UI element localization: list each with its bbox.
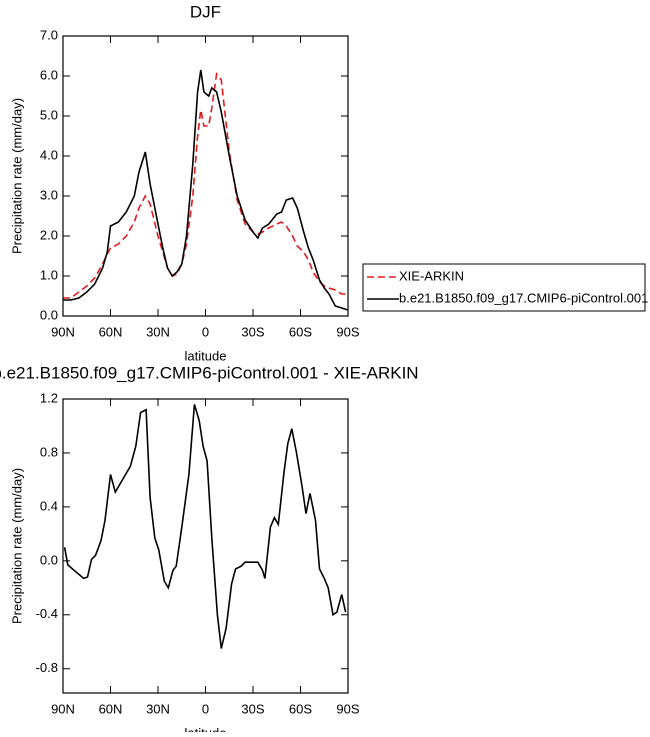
y-tick-label: 7.0 (40, 27, 58, 42)
x-axis-label: latitude (185, 725, 227, 732)
x-tick-label: 90S (336, 701, 359, 716)
y-tick-label: 4.0 (40, 147, 58, 162)
legend-box (362, 263, 646, 312)
legend-label: b.e21.B1850.f09_g17.CMIP6-piControl.001 (399, 290, 648, 305)
y-tick-label: 5.0 (40, 107, 58, 122)
chart-title: DJF (190, 2, 221, 21)
data-line (63, 69, 349, 311)
x-tick-label: 60N (99, 324, 123, 339)
y-axis-label: Precipitation rate (mm/day) (9, 468, 24, 624)
y-tick-label: 1.2 (40, 390, 58, 405)
plot-frame (62, 35, 349, 317)
x-tick-label: 60S (289, 324, 312, 339)
x-tick-label: 30N (146, 701, 170, 716)
chart-title: b.e21.B1850.f09_g17.CMIP6-piControl.001 … (0, 363, 419, 382)
y-tick-label: 6.0 (40, 67, 58, 82)
plot-frame (62, 398, 349, 694)
x-axis-label: latitude (185, 348, 227, 363)
y-tick-label: 0.8 (40, 444, 58, 459)
x-tick-label: 90N (51, 701, 75, 716)
y-tick-label: 1.0 (40, 267, 58, 282)
y-tick-label: -0.4 (36, 606, 58, 621)
x-tick-label: 60S (289, 701, 312, 716)
legend-label: XIE-ARKIN (399, 268, 464, 283)
x-tick-label: 90S (336, 324, 359, 339)
y-tick-label: 2.0 (40, 227, 58, 242)
x-tick-label: 90N (51, 324, 75, 339)
y-tick-label: 0.0 (40, 307, 58, 322)
x-tick-label: 0 (202, 324, 209, 339)
y-axis-label: Precipitation rate (mm/day) (9, 98, 24, 254)
x-tick-label: 30S (241, 701, 264, 716)
data-line (63, 404, 347, 649)
y-tick-label: 3.0 (40, 187, 58, 202)
data-line (63, 72, 348, 299)
y-tick-label: 0.0 (40, 552, 58, 567)
x-tick-label: 30S (241, 324, 264, 339)
y-tick-label: -0.8 (36, 660, 58, 675)
x-tick-label: 60N (99, 701, 123, 716)
y-tick-label: 0.4 (40, 498, 58, 513)
x-tick-label: 0 (202, 701, 209, 716)
x-tick-label: 30N (146, 324, 170, 339)
